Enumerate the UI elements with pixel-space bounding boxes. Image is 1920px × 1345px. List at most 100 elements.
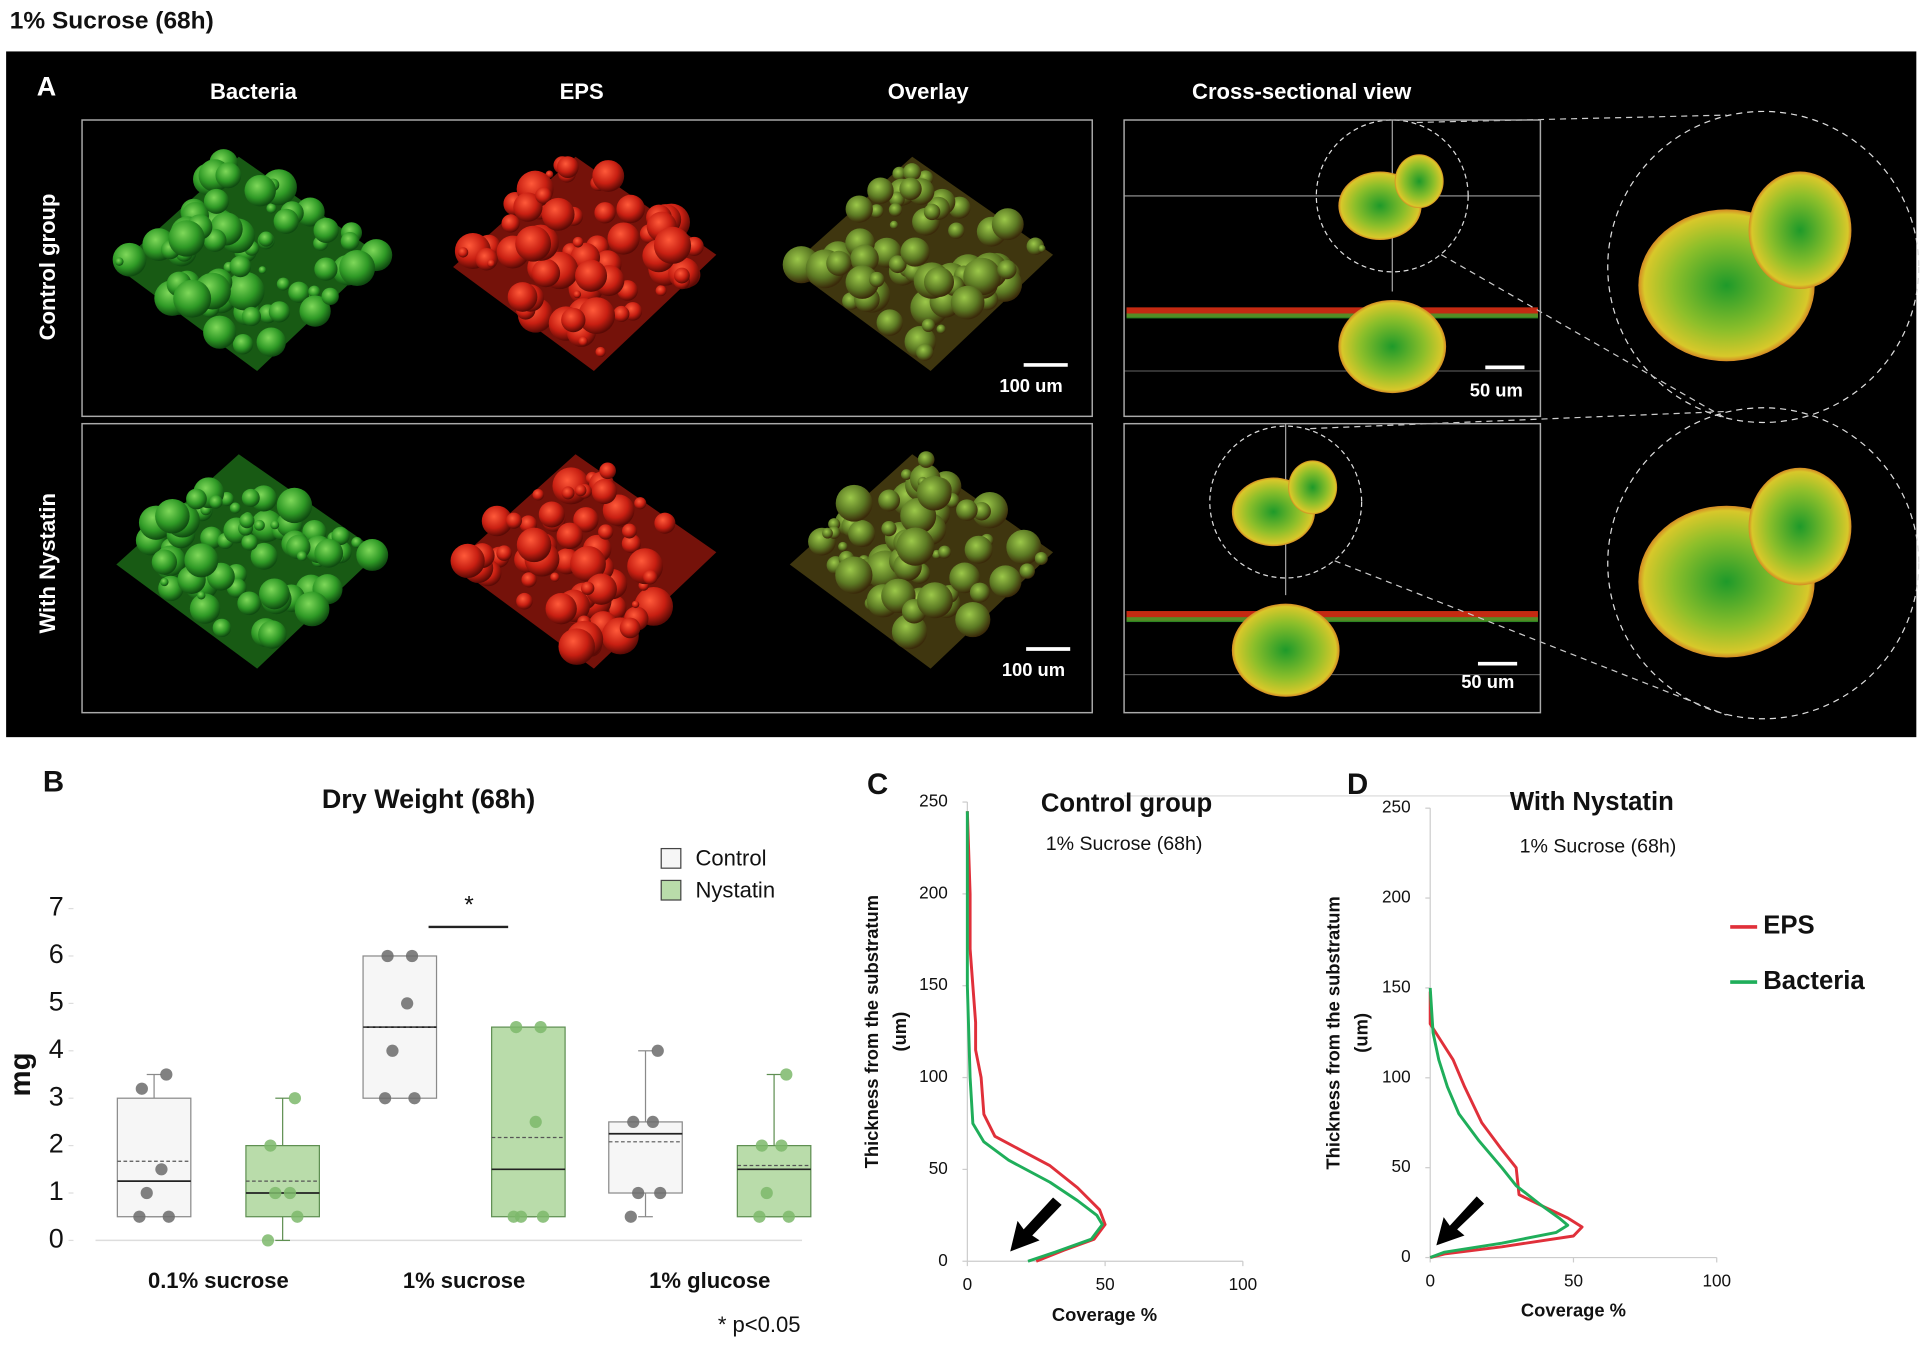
- data-point: [534, 1020, 547, 1034]
- biofilm-cluster: [351, 537, 363, 548]
- data-point: [140, 1186, 153, 1200]
- scale-bar-label: 100 um: [999, 375, 1062, 396]
- biofilm-cluster: [964, 535, 993, 564]
- biofilm-cluster: [1019, 563, 1035, 579]
- biofilm-cluster: [241, 306, 262, 327]
- y-axis-label: Thickness from the substratum: [861, 895, 882, 1168]
- scale-bar-label: 50 um: [1461, 671, 1514, 692]
- biofilm-cluster: [288, 281, 310, 303]
- colony-zoom: [1748, 171, 1852, 289]
- biofilm-cluster: [616, 194, 645, 224]
- data-point: [264, 1139, 277, 1152]
- x-tick-label: 1% glucose: [649, 1268, 770, 1293]
- biofilm-cluster: [655, 285, 667, 297]
- biofilm-cluster: [545, 593, 577, 625]
- biofilm-cluster: [963, 257, 1001, 296]
- biofilm-cluster: [598, 524, 614, 540]
- data-point: [401, 997, 414, 1010]
- biofilm-cluster: [258, 231, 274, 247]
- biofilm-cluster: [173, 279, 212, 318]
- biofilm-cluster: [487, 259, 496, 268]
- box: [736, 1144, 812, 1218]
- biofilm-cluster: [602, 494, 635, 527]
- x-tick-label: 50: [1564, 1271, 1583, 1291]
- y-tick-label: 250: [1382, 797, 1411, 817]
- y-axis-unit: (um): [889, 1012, 910, 1052]
- biofilm-cluster: [295, 197, 325, 227]
- biofilm-cluster: [835, 484, 873, 522]
- biofilm-cluster: [580, 581, 595, 595]
- column-header: Bacteria: [210, 79, 298, 104]
- biofilm-cluster: [237, 591, 261, 616]
- data-point: [529, 1115, 542, 1129]
- data-point: [632, 1186, 645, 1200]
- y-tick-label: 0: [49, 1224, 64, 1254]
- data-point: [162, 1210, 175, 1223]
- biofilm-cluster: [558, 628, 595, 665]
- line-series: [965, 811, 1104, 1263]
- biofilm-cluster: [607, 222, 640, 255]
- line-series: [1428, 987, 1570, 1259]
- y-tick-label: 2: [49, 1129, 64, 1159]
- x-tick-label: 0: [1425, 1271, 1435, 1291]
- data-point: [775, 1139, 788, 1152]
- legend-swatch: [660, 879, 682, 901]
- biofilm-cluster: [450, 543, 485, 579]
- biofilm-cluster: [200, 526, 223, 550]
- y-tick-label: 100: [1382, 1066, 1411, 1086]
- column-header: Cross-sectional view: [1192, 79, 1412, 104]
- arrow: [1436, 1196, 1485, 1246]
- biofilm-cluster: [619, 617, 641, 639]
- biofilm-cluster: [254, 519, 265, 531]
- biofilm-cluster: [550, 572, 560, 582]
- zoom-circle: [1607, 407, 1920, 720]
- data-point: [760, 1186, 773, 1200]
- row-label: With Nystatin: [35, 493, 60, 634]
- biofilm-cluster: [339, 250, 376, 286]
- data-point: [283, 1186, 297, 1200]
- data-point: [378, 1092, 392, 1105]
- biofilm-cluster: [573, 507, 599, 533]
- colony-section: [1338, 300, 1447, 394]
- biofilm-cluster: [899, 177, 922, 201]
- zoom-link: [1310, 410, 1727, 430]
- figure-title: 1% Sucrose (68h): [10, 8, 214, 35]
- y-tick-label: 0: [938, 1250, 948, 1270]
- biofilm-cluster: [574, 484, 587, 497]
- biofilm-cluster: [653, 226, 692, 264]
- biofilm-cluster: [1034, 551, 1048, 565]
- biofilm-cluster: [889, 191, 905, 208]
- box: [116, 1097, 192, 1218]
- line-series: [1428, 991, 1584, 1259]
- legend-label: Nystatin: [696, 877, 776, 902]
- panel-label: B: [43, 765, 64, 798]
- y-tick-label: 3: [49, 1081, 64, 1111]
- x-tick-label: 100: [1702, 1271, 1731, 1291]
- biofilm-cluster: [878, 489, 901, 512]
- biofilm-cluster: [270, 520, 280, 530]
- chart-title: Dry Weight (68h): [322, 784, 535, 814]
- biofilm-cluster: [867, 177, 894, 204]
- biofilm-cluster: [215, 162, 242, 189]
- biofilm-cluster: [621, 534, 641, 554]
- biofilm-cluster: [956, 499, 978, 521]
- data-point: [654, 1186, 667, 1200]
- biofilm-cluster: [848, 520, 876, 548]
- biofilm-cluster: [578, 336, 588, 346]
- biofilm-cluster: [950, 285, 985, 320]
- y-tick-label: 6: [49, 939, 64, 969]
- biofilm-cluster: [949, 562, 980, 594]
- biofilm-cluster: [936, 324, 946, 334]
- biofilm-cluster: [160, 577, 169, 587]
- biofilm-cluster: [916, 582, 953, 619]
- data-point: [510, 1020, 523, 1034]
- biofilm-cluster: [266, 203, 277, 214]
- biofilm-cluster: [225, 271, 265, 311]
- arrow: [1010, 1197, 1062, 1252]
- biofilm-cluster: [314, 538, 344, 568]
- biofilm-cluster: [457, 247, 469, 258]
- biofilm-cluster: [294, 591, 330, 627]
- biofilm-cluster: [475, 247, 498, 271]
- biofilm-cluster: [258, 266, 267, 274]
- biofilm-cluster: [505, 512, 522, 529]
